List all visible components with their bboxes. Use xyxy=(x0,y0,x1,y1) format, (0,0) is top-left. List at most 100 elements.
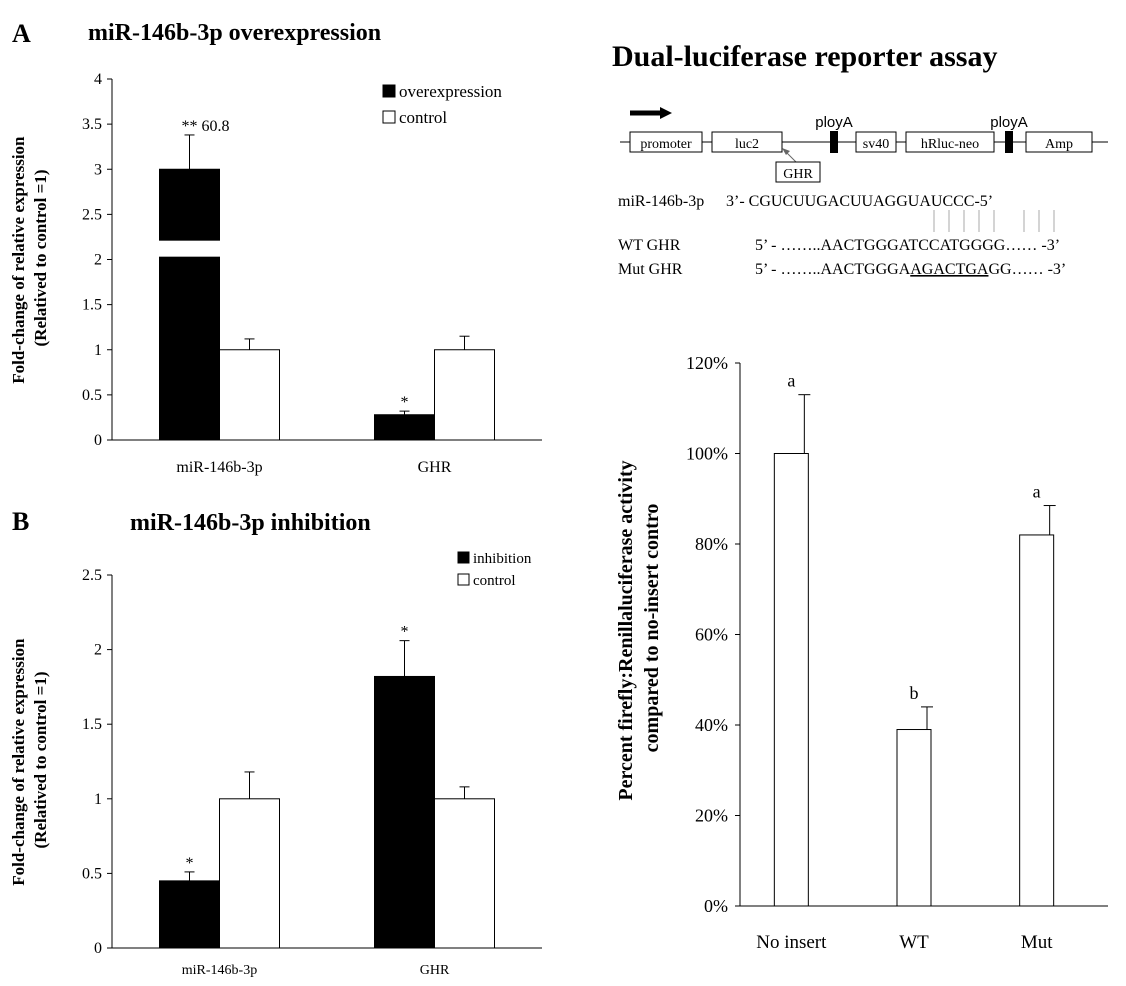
y-tick-label: 20% xyxy=(695,806,728,826)
panel-a-ylabel: Fold-change of relative expression (Rela… xyxy=(9,132,50,384)
legend-swatch-inhibition xyxy=(457,551,470,564)
ploya-label-1: ployA xyxy=(815,114,853,131)
bar-overexpression xyxy=(374,414,435,441)
panel-c-title: Dual-luciferase reporter assay xyxy=(612,40,997,73)
mut-ghr-label: Mut GHR xyxy=(618,261,683,278)
y-tick-label: 100% xyxy=(686,444,728,464)
x-category-label: GHR xyxy=(418,459,452,476)
x-category-label: Mut xyxy=(1021,932,1053,953)
mut-ghr-mutated: AGACTGA xyxy=(910,261,989,278)
significance-label: ** xyxy=(182,118,198,135)
panel-a-ylabel-line2: (Relatived to control =1) xyxy=(31,170,50,347)
luc2-element: luc2 xyxy=(711,131,783,153)
y-tick-label: 0 xyxy=(94,432,102,449)
bar-control xyxy=(219,798,280,949)
luc2-label: luc2 xyxy=(735,137,759,152)
wt-ghr-sequence: 5’ - ……..AACTGGGATCCATGGGG…… -3’ xyxy=(755,237,1060,254)
panel-c-ylabel: Percent firefly:Renillaluciferase activi… xyxy=(615,455,663,800)
promoter-label: promoter xyxy=(640,137,692,152)
ploya-block-2 xyxy=(1005,131,1013,153)
panel-b: B miR-146b-3p inhibition Fold-change of … xyxy=(9,507,542,978)
y-tick-label: 3 xyxy=(94,161,102,178)
y-tick-label: 1.5 xyxy=(82,716,102,733)
y-tick-label: 0 xyxy=(94,940,102,957)
panel-c-plot: 0% 20% 40% 60% 80% 100% 120% a No insert b WT a Mut xyxy=(686,353,1108,953)
y-tick-label: 3.5 xyxy=(82,116,102,133)
y-tick-label: 60% xyxy=(695,625,728,645)
ghr-insert: GHR xyxy=(775,148,821,183)
sv40-element: sv40 xyxy=(855,131,897,153)
promoter-element: promoter xyxy=(629,131,703,153)
ghr-insert-label: GHR xyxy=(783,167,813,182)
group-letter: a xyxy=(787,371,795,391)
mut-ghr-sequence: 5’ - ……..AACTGGGAAGACTGAGG…… -3’ xyxy=(755,261,1066,278)
x-category-label: WT xyxy=(899,932,929,953)
panel-b-ylabel-line2: (Relatived to control =1) xyxy=(31,672,50,849)
wt-ghr-label: WT GHR xyxy=(618,237,681,254)
y-tick-label: 4 xyxy=(94,71,102,88)
panel-b-plot: 0 0.5 1 1.5 2 2.5 miR-146b-3p * GHR * inhibition co… xyxy=(82,551,542,978)
y-tick-label: 1 xyxy=(94,342,102,359)
panel-a-title: miR-146b-3p overexpression xyxy=(88,20,381,46)
base-pair-lines xyxy=(933,210,1055,232)
bar-control xyxy=(434,349,495,441)
sv40-label: sv40 xyxy=(863,137,889,152)
promoter-arrow xyxy=(630,107,672,119)
x-category-label: No insert xyxy=(756,932,827,953)
y-tick-label: 120% xyxy=(686,353,728,373)
y-tick-label: 2 xyxy=(94,642,102,659)
panel-b-ylabel: Fold-change of relative expression (Rela… xyxy=(9,634,50,886)
mut-ghr-suffix: GG…… -3’ xyxy=(988,261,1066,278)
significance-label: * xyxy=(186,855,194,872)
y-tick-label: 2 xyxy=(94,252,102,269)
ploya-label-2: ployA xyxy=(990,114,1028,131)
panel-a-ylabel-line1: Fold-change of relative expression xyxy=(9,136,28,384)
y-tick-label: 80% xyxy=(695,534,728,554)
legend-label-control: control xyxy=(399,108,447,127)
panel-a: A miR-146b-3p overexpression Fold-change… xyxy=(9,19,542,476)
hrluc-neo-label: hRluc-neo xyxy=(921,137,979,152)
mut-ghr-prefix: 5’ - ……..AACTGGGA xyxy=(755,261,911,278)
legend-swatch-overexpression xyxy=(382,84,396,98)
legend-swatch-control xyxy=(382,110,396,124)
amp-element: Amp xyxy=(1025,131,1093,153)
bar-overexpression xyxy=(159,168,220,441)
y-tick-label: 0% xyxy=(704,896,728,916)
legend-label-inhibition: inhibition xyxy=(473,551,532,567)
x-category-label: miR-146b-3p xyxy=(182,963,257,978)
mirna-sequence: 3’- CGUCUUGACUUAGGUAUCCC-5’ xyxy=(726,193,993,210)
amp-label: Amp xyxy=(1045,137,1073,152)
panel-b-title: miR-146b-3p inhibition xyxy=(130,510,371,536)
bar-control xyxy=(219,349,280,441)
y-tick-label: 2.5 xyxy=(82,567,102,584)
bar-control xyxy=(434,798,495,949)
mirna-label: miR-146b-3p xyxy=(618,193,704,210)
y-tick-label: 1 xyxy=(94,791,102,808)
legend-label-control: control xyxy=(473,573,516,589)
y-tick-label: 1.5 xyxy=(82,297,102,314)
construct-schematic: promoter luc2 ployA sv40 hRluc-neo ployA… xyxy=(620,107,1108,183)
legend-swatch-control xyxy=(457,573,470,586)
y-tick-label: 0.5 xyxy=(82,387,102,404)
y-tick-label: 2.5 xyxy=(82,206,102,223)
panel-c-ylabel-line1: Percent firefly:Renillaluciferase activi… xyxy=(615,460,637,800)
significance-label: * xyxy=(401,394,409,411)
panel-c: Dual-luciferase reporter assay promoter … xyxy=(612,40,1108,953)
panel-a-plot: 0 0.5 1 1.5 2 2.5 3 3.5 4 miR-146b-3p ** 60.8 GHR * ov… xyxy=(82,71,542,476)
panel-a-letter: A xyxy=(12,19,31,48)
bar xyxy=(773,453,809,907)
x-category-label: miR-146b-3p xyxy=(176,459,262,476)
bar xyxy=(896,729,932,907)
bar-inhibition xyxy=(374,675,435,949)
legend-label-overexpression: overexpression xyxy=(399,82,502,101)
y-tick-label: 40% xyxy=(695,715,728,735)
significance-label: * xyxy=(401,624,409,641)
hrluc-neo-element: hRluc-neo xyxy=(905,131,995,153)
panel-b-ylabel-line1: Fold-change of relative expression xyxy=(9,638,28,886)
group-letter: a xyxy=(1033,482,1041,502)
y-tick-label: 0.5 xyxy=(82,865,102,882)
bar xyxy=(1019,534,1055,907)
panel-b-letter: B xyxy=(12,507,29,536)
panel-c-ylabel-line2: compared to no-insert contro xyxy=(641,504,663,753)
